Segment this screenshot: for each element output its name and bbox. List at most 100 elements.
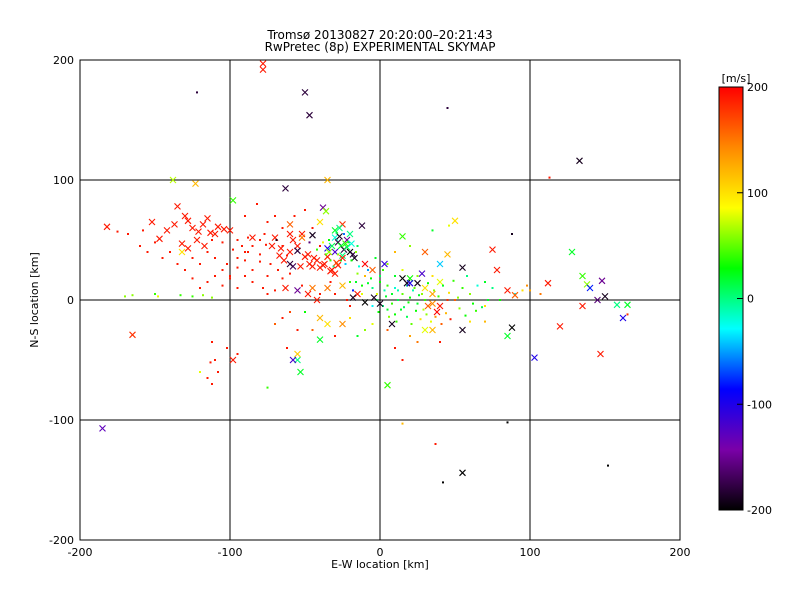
data-point-dot xyxy=(207,251,209,253)
data-point-dot xyxy=(367,282,369,284)
data-point-dot xyxy=(127,233,129,235)
data-point-dot xyxy=(262,287,264,289)
data-point-dot xyxy=(337,253,339,255)
data-point-dot xyxy=(180,294,182,296)
data-point-dot xyxy=(355,251,357,253)
data-point-dot xyxy=(406,316,408,318)
data-point-x xyxy=(298,369,304,375)
data-point-dot xyxy=(214,359,216,361)
data-point-x xyxy=(200,221,206,227)
data-point-dot xyxy=(244,275,246,277)
data-point-dot xyxy=(259,239,261,241)
data-point-dot xyxy=(484,321,486,323)
data-point-dot xyxy=(445,312,447,314)
data-point-dot xyxy=(199,263,201,265)
data-point-x xyxy=(362,261,368,267)
data-point-dot xyxy=(319,293,321,295)
data-point-dot xyxy=(421,293,423,295)
x-tick-label: 200 xyxy=(670,546,691,559)
data-point-dot xyxy=(349,317,351,319)
data-point-x xyxy=(190,225,196,231)
data-point-dot xyxy=(334,335,336,337)
data-point-dot xyxy=(277,269,279,271)
data-point-dot xyxy=(394,251,396,253)
axis-ticks: -200 -100 0 100 200-200-1000100200 xyxy=(49,54,690,559)
data-point-dot xyxy=(375,257,377,259)
data-point-dot xyxy=(192,277,194,279)
data-point-dot xyxy=(237,257,239,259)
data-point-dot xyxy=(207,281,209,283)
data-point-x xyxy=(302,89,308,95)
data-point-dot xyxy=(409,335,411,337)
data-point-dot xyxy=(207,377,209,379)
data-point-dot xyxy=(402,423,404,425)
data-point-dot xyxy=(396,321,398,323)
data-point-dot xyxy=(259,253,261,255)
data-point-x xyxy=(359,223,365,229)
data-point-dot xyxy=(423,309,425,311)
data-point-dot xyxy=(529,289,531,291)
data-point-x xyxy=(385,382,391,388)
data-point-x xyxy=(323,208,329,214)
data-point-x xyxy=(100,425,106,431)
data-point-dot xyxy=(328,239,330,241)
data-point-dot xyxy=(408,301,410,303)
data-point-x xyxy=(295,351,301,357)
data-point-dot xyxy=(247,251,249,253)
data-point-dot xyxy=(294,215,296,217)
data-point-dot xyxy=(507,421,509,423)
data-point-dot xyxy=(466,275,468,277)
data-point-x xyxy=(355,291,361,297)
data-point-x xyxy=(415,280,421,286)
data-point-dot xyxy=(417,303,419,305)
data-point-x xyxy=(179,249,185,255)
grid-lines xyxy=(80,60,680,540)
data-point-x xyxy=(334,260,340,266)
data-point-x xyxy=(317,219,323,225)
data-point-dot xyxy=(282,245,284,247)
data-point-dot xyxy=(330,281,332,283)
data-point-dot xyxy=(414,287,416,289)
data-point-x xyxy=(230,197,236,203)
data-point-dot xyxy=(316,249,318,251)
data-point-x xyxy=(620,315,626,321)
data-point-dot xyxy=(274,215,276,217)
data-point-x xyxy=(305,291,311,297)
data-point-x xyxy=(569,249,575,255)
data-point-dot xyxy=(364,275,366,277)
data-point-dot xyxy=(177,263,179,265)
data-point-dot xyxy=(297,329,299,331)
data-point-dot xyxy=(154,293,156,295)
data-point-dot xyxy=(237,287,239,289)
data-point-dot xyxy=(432,275,434,277)
data-point-x xyxy=(505,333,511,339)
y-tick-label: -200 xyxy=(49,534,74,547)
data-point-dot xyxy=(409,245,411,247)
data-point-x xyxy=(317,315,323,321)
data-point-x xyxy=(295,287,301,293)
chart-subtitle: RwPretec (8p) EXPERIMENTAL SKYMAP xyxy=(265,40,496,54)
data-point-dot xyxy=(492,287,494,289)
data-point-dot xyxy=(357,273,359,275)
data-point-x xyxy=(389,321,395,327)
data-point-x xyxy=(430,327,436,333)
x-tick-label: 100 xyxy=(520,546,541,559)
data-point-dot xyxy=(453,280,455,282)
data-point-x xyxy=(221,226,227,232)
data-point-x xyxy=(452,218,458,224)
data-point-x xyxy=(437,279,443,285)
data-point-dot xyxy=(304,311,306,313)
data-point-dot xyxy=(391,303,393,305)
data-point-dot xyxy=(147,251,149,253)
data-point-dot xyxy=(627,313,629,315)
data-point-x xyxy=(490,247,496,253)
data-point-dot xyxy=(357,335,359,337)
data-point-dot xyxy=(475,310,477,312)
data-point-dot xyxy=(384,289,386,291)
data-point-x xyxy=(215,224,221,230)
data-point-dot xyxy=(439,341,441,343)
data-point-dot xyxy=(211,341,213,343)
data-point-dot xyxy=(312,329,314,331)
data-point-dot xyxy=(372,287,374,289)
data-point-dot xyxy=(274,289,276,291)
